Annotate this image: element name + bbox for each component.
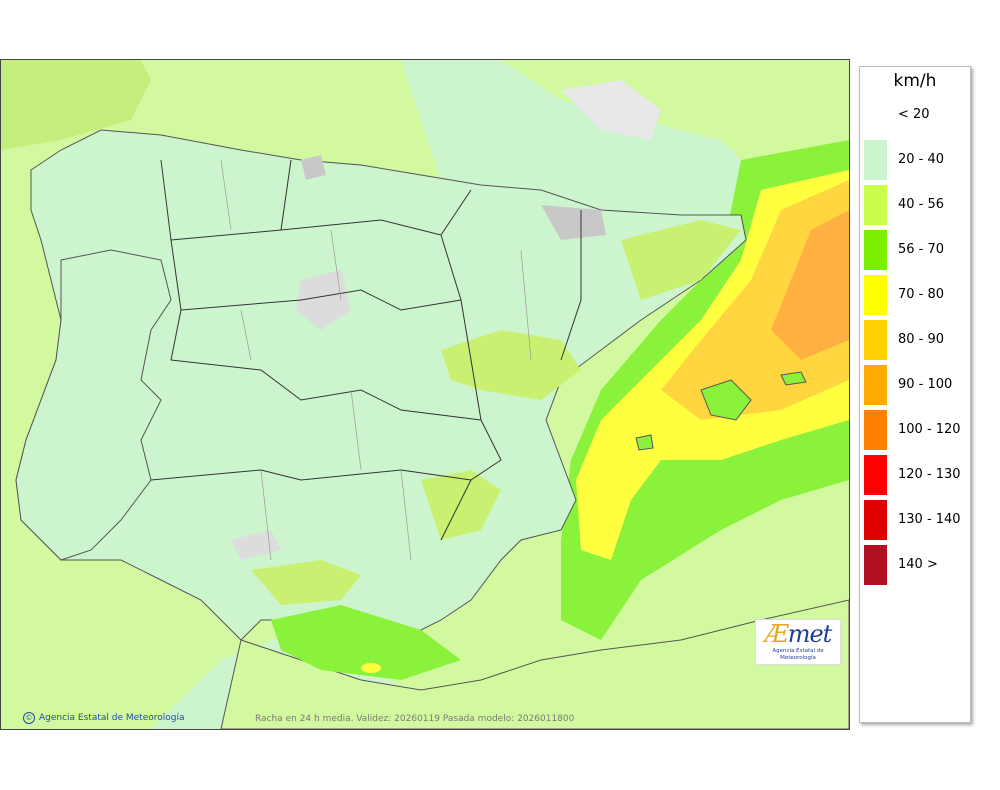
legend-item: 140 > bbox=[860, 545, 970, 585]
agency-credit: © Agencia Estatal de Meteorología bbox=[23, 712, 185, 724]
wind-gust-map: © Agencia Estatal de Meteorología Racha … bbox=[0, 59, 850, 730]
copyright-icon: © bbox=[23, 712, 35, 724]
relief-patch bbox=[296, 270, 351, 330]
catalonia-40-56 bbox=[621, 220, 741, 300]
legend-swatch bbox=[864, 140, 887, 180]
north-africa bbox=[220, 599, 849, 729]
legend-label: 40 - 56 bbox=[898, 197, 945, 212]
logo-subtitle: Agencia Estatal de Meteorología bbox=[772, 648, 824, 661]
legend-label: 120 - 130 bbox=[898, 467, 961, 482]
med-90-100-zone bbox=[771, 210, 849, 360]
portugal bbox=[15, 249, 172, 561]
legend-item: 80 - 90 bbox=[860, 320, 970, 360]
low-wind-gap bbox=[561, 80, 661, 140]
land-40-56-patch bbox=[441, 330, 581, 400]
legend-swatch bbox=[864, 545, 887, 585]
logo-wordmark: Æmet bbox=[764, 620, 833, 648]
map-canvas bbox=[1, 60, 849, 729]
legend-swatch bbox=[864, 95, 887, 135]
pyrenees-relief bbox=[541, 205, 606, 240]
legend-label: < 20 bbox=[898, 107, 930, 122]
legend-label: 140 > bbox=[898, 557, 938, 572]
legend-swatch bbox=[864, 275, 887, 315]
legend-label: 130 - 140 bbox=[898, 512, 961, 527]
aemet-logo: Æmet Agencia Estatal de Meteorología bbox=[755, 619, 841, 665]
legend-label: 90 - 100 bbox=[898, 377, 953, 392]
alboran-70-80-spot bbox=[361, 663, 381, 673]
land-40-56-patch bbox=[421, 470, 501, 540]
legend-swatch bbox=[864, 455, 887, 495]
legend-item: 120 - 130 bbox=[860, 455, 970, 495]
legend-swatch bbox=[864, 230, 887, 270]
legend-label: 100 - 120 bbox=[898, 422, 961, 437]
legend-swatch bbox=[864, 365, 887, 405]
atlantic-north-zone bbox=[1, 60, 151, 150]
legend-label: 70 - 80 bbox=[898, 287, 945, 302]
legend-label: 20 - 40 bbox=[898, 152, 945, 167]
menorca bbox=[780, 371, 807, 386]
legend-item: 100 - 120 bbox=[860, 410, 970, 450]
mallorca bbox=[700, 379, 752, 421]
legend-title: km/h bbox=[893, 71, 937, 91]
map-caption: Racha en 24 h media. Validez: 20260119 P… bbox=[255, 714, 575, 724]
legend-swatch bbox=[864, 500, 887, 540]
land-40-56-patch bbox=[251, 560, 361, 605]
legend-item: < 20 bbox=[860, 95, 970, 135]
alboran-56-70 bbox=[271, 605, 461, 680]
legend-label: 80 - 90 bbox=[898, 332, 945, 347]
legend-item: 130 - 140 bbox=[860, 500, 970, 540]
legend-item: 20 - 40 bbox=[860, 140, 970, 180]
province-borders bbox=[220, 159, 532, 561]
legend-swatch bbox=[864, 185, 887, 225]
ibiza bbox=[635, 434, 654, 451]
legend-swatch bbox=[864, 410, 887, 450]
credit-text: Agencia Estatal de Meteorología bbox=[39, 713, 185, 723]
med-80-90-zone bbox=[661, 180, 849, 420]
legend-item: 40 - 56 bbox=[860, 185, 970, 225]
legend-label: 56 - 70 bbox=[898, 242, 945, 257]
wind-legend: km/h < 20 20 - 40 40 - 56 56 - 70 70 - 80 80 … bbox=[859, 66, 971, 723]
cantabrian-relief bbox=[301, 155, 326, 180]
region-borders bbox=[150, 159, 582, 541]
legend-swatch bbox=[864, 320, 887, 360]
legend-item: 56 - 70 bbox=[860, 230, 970, 270]
legend-item: 70 - 80 bbox=[860, 275, 970, 315]
legend-item: 90 - 100 bbox=[860, 365, 970, 405]
